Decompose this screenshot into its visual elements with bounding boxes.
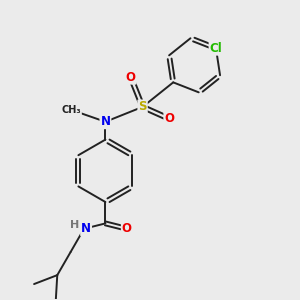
Text: O: O [164, 112, 174, 125]
Text: O: O [126, 71, 136, 84]
Text: H: H [70, 220, 79, 230]
Text: O: O [122, 222, 132, 235]
Text: N: N [100, 115, 110, 128]
Text: S: S [138, 100, 147, 113]
Text: Cl: Cl [210, 42, 222, 55]
Text: N: N [81, 222, 91, 235]
Text: CH₃: CH₃ [61, 105, 81, 115]
